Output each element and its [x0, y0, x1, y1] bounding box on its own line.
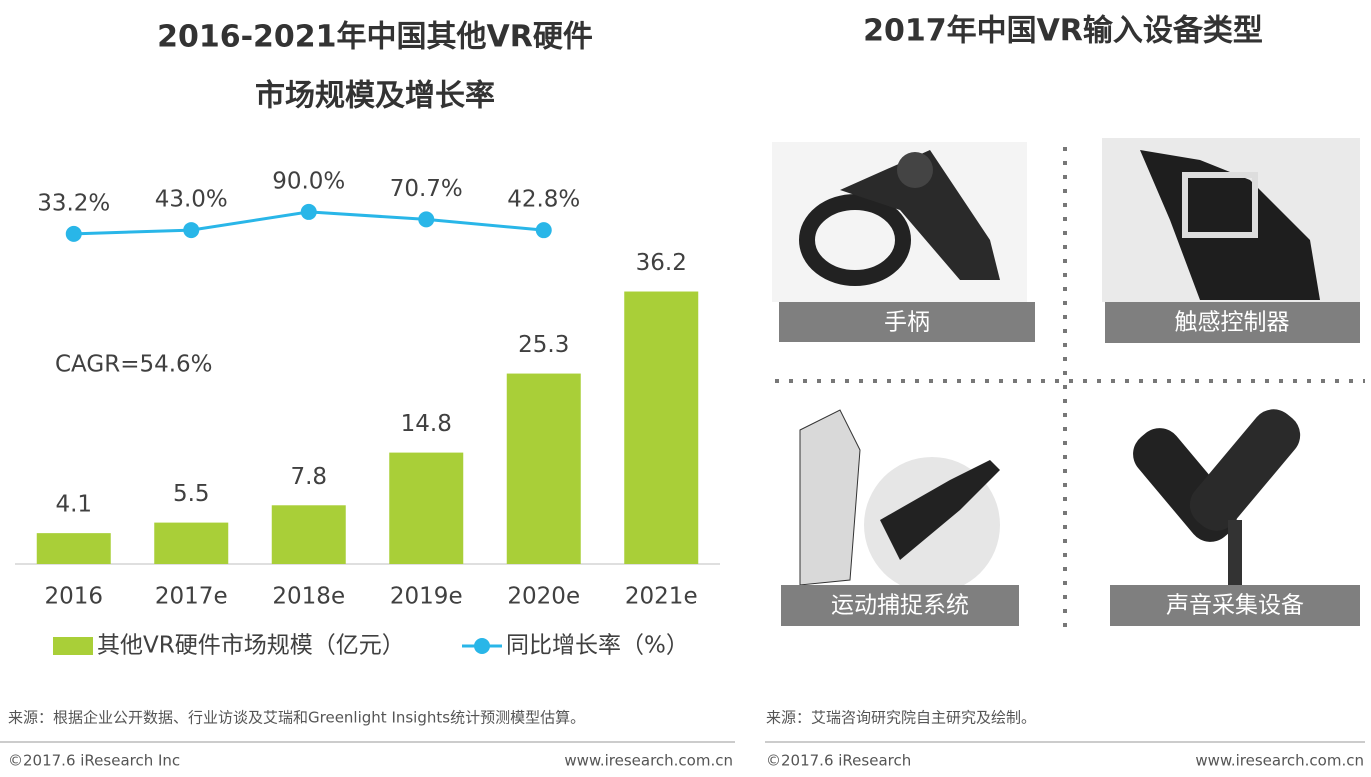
data-label: 90.0%	[272, 168, 345, 194]
data-label: 70.7%	[390, 176, 463, 202]
data-label: 36.2	[636, 250, 687, 276]
bar	[624, 291, 699, 564]
data-label: 33.2%	[37, 190, 110, 216]
panel-title: 2017年中国VR输入设备类型	[863, 14, 1263, 49]
label-box	[781, 585, 1019, 626]
x-tick-label: 2018e	[272, 584, 345, 610]
source: 来源：艾瑞咨询研究院自主研究及绘制。	[766, 709, 1036, 727]
data-label: 14.8	[401, 411, 452, 437]
image-microphone	[1133, 409, 1301, 590]
source: 来源：根据企业公开数据、行业访谈及艾瑞和Greenlight Insights统…	[8, 709, 585, 727]
chart-title: 市场规模及增长率	[255, 79, 495, 114]
image-controller	[772, 142, 1027, 302]
label-box	[779, 302, 1035, 342]
image-mocap	[799, 409, 1000, 593]
point	[535, 222, 552, 239]
x-tick-label: 2021e	[625, 584, 698, 610]
chart-title: 2016-2021年中国其他VR硬件	[157, 20, 593, 55]
copyright: ©2017.6 iResearch	[766, 752, 911, 770]
x-tick-label: 2017e	[155, 584, 228, 610]
plot: 2016 2017e 2018e 2019e 2020e 2021e 4.1 5.5 7.8 14…	[36, 168, 699, 659]
point	[183, 222, 200, 239]
legend-label: 其他VR硬件市场规模（亿元）	[97, 633, 405, 659]
data-label: 5.5	[173, 481, 210, 507]
data-label: 42.8%	[507, 187, 580, 213]
bar	[271, 505, 346, 564]
item-label: 运动捕捉系统	[831, 593, 969, 619]
label-box	[1105, 302, 1360, 343]
bar	[389, 452, 464, 564]
data-label: 4.1	[55, 492, 92, 518]
url: www.iresearch.com.cn	[564, 752, 733, 770]
item-label: 声音采集设备	[1166, 593, 1304, 619]
x-tick-label: 2020e	[507, 584, 580, 610]
data-label: 43.0%	[155, 187, 228, 213]
image-glove	[1102, 138, 1360, 302]
bar	[506, 373, 581, 564]
annotation: CAGR=54.6%	[55, 352, 213, 378]
legend-label: 同比增长率（%）	[506, 633, 689, 659]
point	[65, 225, 82, 242]
label-box	[1110, 585, 1360, 626]
data-label: 7.8	[290, 464, 327, 490]
legend-swatch	[474, 638, 490, 654]
x-tick-label: 2016	[44, 584, 103, 610]
bar	[36, 533, 111, 564]
point	[300, 203, 317, 220]
copyright: ©2017.6 iResearch Inc	[8, 752, 180, 770]
url: www.iresearch.com.cn	[1195, 752, 1364, 770]
item-label: 触感控制器	[1175, 310, 1290, 336]
item-label: 手柄	[884, 310, 930, 336]
legend-swatch	[53, 637, 93, 655]
point	[418, 211, 435, 228]
x-tick-label: 2019e	[390, 584, 463, 610]
bar	[154, 522, 229, 564]
data-label: 25.3	[518, 332, 569, 358]
